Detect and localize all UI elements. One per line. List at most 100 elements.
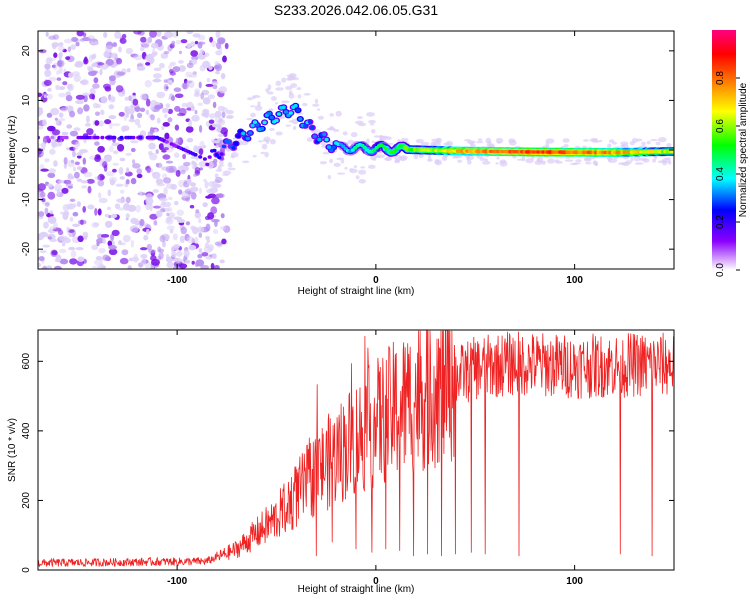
noise-speck [205,195,212,199]
noise-speck [61,131,69,136]
noise-speck [174,124,180,131]
noise-speck [68,246,75,251]
y-tick-label: 20 [21,45,32,57]
halo-speck [241,140,249,146]
noise-speck [97,192,102,199]
noise-speck [193,173,198,177]
halo-speck [594,162,599,167]
noise-speck [168,212,176,219]
halo-speck [314,98,319,104]
ridge-core [293,103,298,108]
noise-speck [125,47,133,55]
noise-speck [110,213,118,219]
halo-speck [415,138,424,144]
noise-speck [207,212,215,220]
noise-speck [220,213,225,219]
noise-speck [76,178,83,182]
halo-speck [247,97,254,101]
noise-speck [92,83,100,89]
noise-speck [205,223,211,232]
noise-speck [197,41,203,49]
noise-speck [40,191,46,198]
halo-speck [342,131,348,136]
noise-speck [143,234,149,241]
noise-speck [82,206,86,213]
ridge-core [241,131,246,136]
noise-speck [108,95,116,103]
colorbar-gradient [712,30,736,270]
noise-speck [212,84,218,90]
noise-speck [80,79,89,86]
noise-speck [112,168,117,173]
noise-speck [53,265,62,269]
halo-speck [292,126,297,130]
noise-speck [199,187,202,195]
halo-speck [608,158,618,164]
noise-speck [218,86,227,94]
noise-speck [190,187,199,192]
noise-speck [63,157,68,165]
ridge-core [317,137,322,142]
halo-speck [353,165,357,169]
noise-speck [179,235,185,243]
noise-speck [73,145,78,151]
halo-speck [562,138,570,143]
x-tick-label: -100 [167,275,187,286]
noise-speck [207,161,214,169]
ridge-core [64,135,69,140]
noise-speck [54,183,63,192]
noise-speck [116,57,123,65]
halo-speck [328,140,334,145]
noise-speck [108,75,116,82]
noise-speck [197,254,203,259]
noise-speck [156,117,161,124]
noise-speck [224,42,229,50]
noise-speck [114,203,121,209]
noise-speck [177,113,186,117]
halo-speck [250,112,256,118]
noise-speck [180,226,187,235]
ridge-core [252,120,258,124]
noise-speck [83,171,93,178]
noise-speck [210,262,215,269]
noise-speck [198,81,202,89]
noise-speck [165,183,174,190]
noise-speck [151,258,160,266]
noise-speck [183,161,191,167]
halo-speck [479,157,486,161]
noise-speck [112,150,119,155]
noise-speck [98,247,106,254]
halo-speck [484,158,488,162]
noise-speck [45,57,53,65]
noise-speck [112,162,119,166]
noise-speck [77,151,83,156]
halo-speck [631,138,638,143]
noise-speck [124,96,129,101]
halo-speck [427,155,432,161]
ridge-core [276,112,281,116]
noise-speck [168,196,173,200]
noise-speck [156,31,162,37]
noise-speck [90,41,94,46]
noise-speck [145,109,150,116]
halo-speck [274,102,279,105]
halo-speck [257,101,261,107]
noise-speck [67,84,73,90]
halo-speck [394,159,400,163]
noise-speck [189,182,196,187]
ridge-core [198,155,203,159]
noise-speck [126,68,131,73]
noise-speck [94,155,102,162]
noise-speck [93,41,100,46]
noise-speck [190,50,199,57]
halo-speck [275,80,282,87]
noise-speck [95,111,100,116]
noise-speck [109,145,114,153]
noise-speck [199,49,205,55]
noise-speck [140,253,148,259]
noise-speck [174,152,180,158]
halo-speck [475,141,484,144]
noise-speck [61,187,69,194]
noise-speck [87,35,95,40]
